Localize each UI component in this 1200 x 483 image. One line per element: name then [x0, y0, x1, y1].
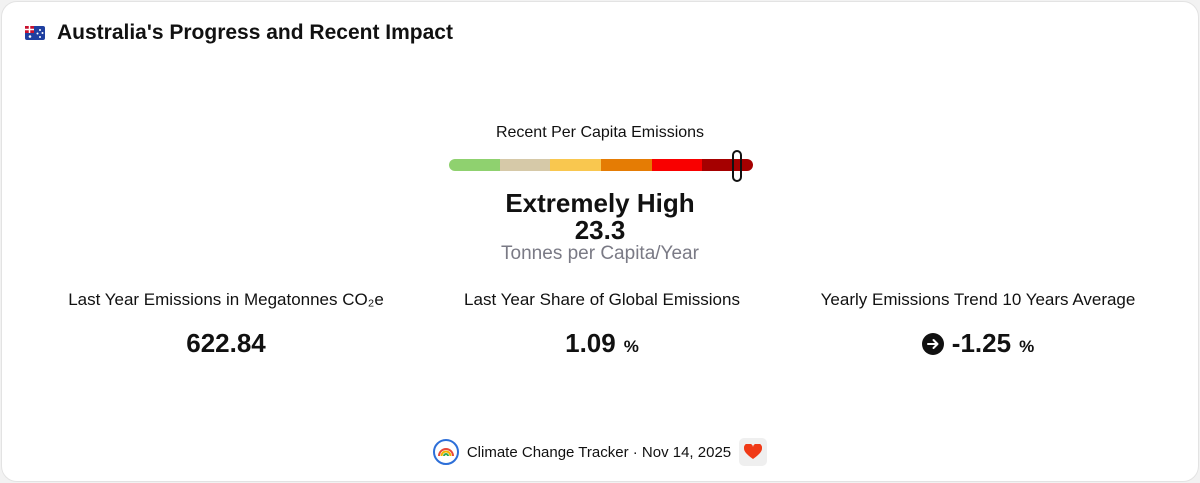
stat-value: 622.84: [186, 328, 266, 358]
gauge-label: Recent Per Capita Emissions: [495, 124, 705, 141]
stat: Last Year Emissions in Megatonnes CO₂e 62…: [27, 290, 425, 359]
logo: [432, 439, 459, 465]
gauge-marker: [732, 150, 742, 182]
footer-source: Climate Change Tracker · Nov 14, 2025: [466, 443, 732, 461]
gauge-segment: [499, 159, 551, 171]
gauge-segment: [601, 159, 652, 171]
stat-unit: %: [623, 337, 639, 356]
flag-icon: [25, 26, 45, 40]
stat-value-row: -1.25%: [779, 328, 1177, 359]
stat-unit: %: [1019, 337, 1035, 356]
trend-icon: [921, 332, 944, 355]
stat-label: Yearly Emissions Trend 10 Years Average: [820, 290, 1136, 309]
stat-label: Last Year Emissions in Megatonnes CO₂e: [68, 290, 384, 309]
stat-label: Last Year Share of Global Emissions: [464, 290, 740, 309]
gauge-segment: [651, 159, 703, 171]
stat-value-row: 622.84: [27, 328, 425, 359]
like-button[interactable]: [739, 438, 768, 466]
stat-value: 1.09: [565, 328, 616, 358]
stat: Yearly Emissions Trend 10 Years Average -…: [779, 290, 1177, 359]
gauge-bar: [449, 159, 753, 171]
gauge-segment: [550, 159, 602, 171]
stat-value-row: 1.09%: [403, 328, 801, 359]
stat: Last Year Share of Global Emissions 1.09%: [403, 290, 801, 359]
stat-value: -1.25: [951, 328, 1012, 358]
gauge-unit: Tonnes per Capita/Year: [501, 243, 699, 264]
footer: Climate Change Tracker · Nov 14, 2025: [2, 438, 1198, 466]
gauge-segment: [702, 159, 753, 171]
heart-icon: [744, 444, 763, 459]
gauge-segment: [449, 159, 500, 171]
gauge-rating: Extremely High: [505, 188, 695, 218]
gauge-value: 23.3: [574, 215, 626, 245]
title: Australia's Progress and Recent Impact: [57, 21, 453, 44]
